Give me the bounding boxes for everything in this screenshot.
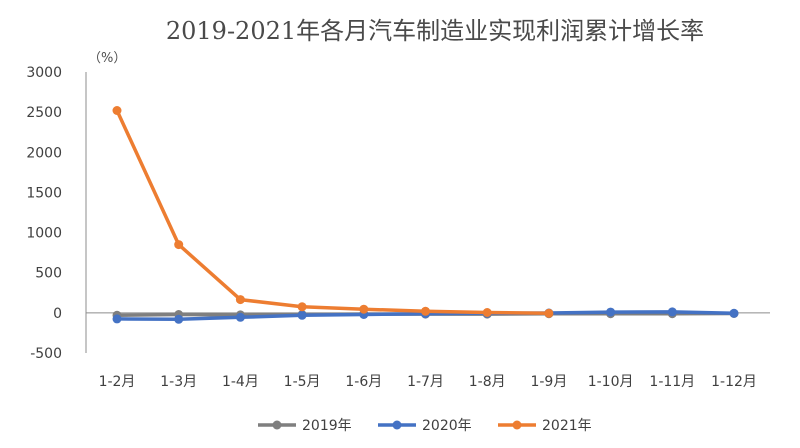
data-point — [297, 310, 307, 320]
y-tick-label: 3000 — [26, 65, 62, 81]
data-point — [297, 302, 307, 312]
legend-item: 2021年 — [498, 418, 592, 434]
data-point — [482, 308, 492, 317]
legend-label: 2019年 — [302, 418, 352, 434]
data-point — [174, 314, 184, 324]
data-point — [235, 312, 245, 322]
x-tick-label: 1-3月 — [160, 374, 197, 390]
y-tick-label: 1500 — [26, 185, 62, 201]
y-tick-label: 2000 — [26, 145, 62, 161]
legend-item: 2019年 — [258, 418, 352, 434]
y-axis-ticks: 3000 2500 2000 1500 1000 500 0 -500 — [26, 65, 62, 362]
y-axis-unit-label: （%） — [88, 51, 126, 66]
x-tick-label: 1-7月 — [407, 374, 444, 390]
x-tick-label: 1-8月 — [469, 374, 506, 390]
series-3 — [112, 106, 554, 318]
series-line — [115, 108, 551, 316]
y-tick-label: 1000 — [26, 226, 62, 242]
data-point — [421, 306, 430, 316]
x-tick-label: 1-12月 — [711, 374, 757, 390]
x-axis-ticks: 1-2月 1-3月 1-4月 1-5月 1-6月 1-7月 1-8月 1-9月 1-10月 1-1… — [99, 374, 757, 390]
data-point — [112, 106, 122, 115]
x-tick-label: 1-2月 — [99, 374, 136, 390]
x-tick-label: 1-10月 — [588, 374, 634, 390]
data-point — [235, 295, 245, 305]
x-tick-label: 1-5月 — [284, 374, 321, 390]
x-tick-label: 1-11月 — [649, 374, 695, 390]
series-layer — [112, 106, 739, 324]
legend-marker — [392, 420, 402, 430]
y-tick-label: 2500 — [26, 105, 62, 121]
y-tick-label: 500 — [35, 266, 62, 282]
legend: 2019年 2020年 2021年 — [258, 418, 592, 434]
data-point — [174, 240, 184, 250]
chart-title: 2019-2021年各月汽车制造业实现利润累计增长率 — [166, 17, 704, 45]
y-tick-label: -500 — [30, 346, 62, 362]
x-tick-label: 1-9月 — [530, 374, 567, 390]
legend-marker — [512, 420, 522, 430]
data-point — [667, 307, 677, 317]
data-point — [359, 304, 369, 314]
legend-label: 2021年 — [542, 418, 592, 434]
x-tick-label: 1-6月 — [345, 374, 382, 390]
legend-marker — [272, 420, 282, 430]
y-tick-label: 0 — [53, 306, 62, 322]
x-tick-label: 1-4月 — [222, 374, 259, 390]
data-point — [606, 307, 616, 317]
legend-label: 2020年 — [422, 418, 472, 434]
data-point — [729, 308, 739, 318]
legend-item: 2020年 — [378, 418, 472, 434]
data-point — [544, 308, 554, 318]
data-point — [112, 314, 122, 324]
